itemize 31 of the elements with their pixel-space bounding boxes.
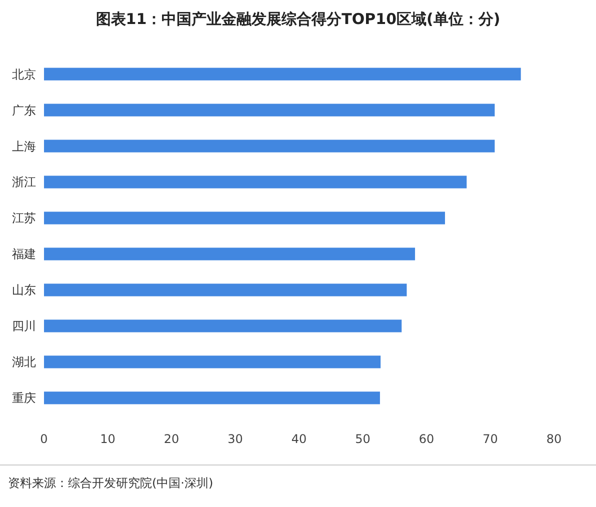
x-tick-label: 70 — [482, 432, 498, 446]
bar — [44, 284, 407, 296]
y-tick-label: 湖北 — [12, 355, 36, 370]
x-tick-label: 40 — [291, 432, 307, 446]
y-tick-label: 江苏 — [12, 211, 36, 226]
y-tick-label: 四川 — [12, 319, 36, 334]
bar — [44, 140, 495, 152]
text: 资料来源：综合开发研究院(中国·深圳) — [8, 476, 214, 490]
y-tick-label: 山东 — [12, 283, 36, 298]
x-tick-label: 10 — [100, 432, 116, 446]
bar — [44, 392, 380, 404]
x-tick-label: 20 — [164, 432, 180, 446]
x-tick-label: 60 — [418, 432, 434, 446]
y-tick-label: 上海 — [12, 139, 36, 154]
y-tick-label: 广东 — [12, 103, 36, 118]
bar — [44, 68, 521, 80]
chart-title: 图表11：中国产业金融发展综合得分TOP10区域(单位：分) — [96, 10, 500, 28]
x-tick-label: 50 — [355, 432, 370, 446]
bar — [44, 356, 381, 368]
bar — [44, 176, 467, 188]
x-tick-label: 80 — [546, 432, 562, 446]
y-tick-label: 重庆 — [12, 391, 36, 406]
bar — [44, 248, 416, 260]
y-tick-label: 北京 — [12, 67, 36, 82]
x-tick-label: 30 — [228, 432, 243, 446]
bar — [44, 212, 445, 224]
bar — [44, 104, 495, 116]
y-tick-label: 福建 — [12, 247, 36, 262]
x-tick-label: 0 — [40, 432, 48, 446]
bar — [44, 320, 402, 332]
y-tick-label: 浙江 — [12, 175, 36, 190]
